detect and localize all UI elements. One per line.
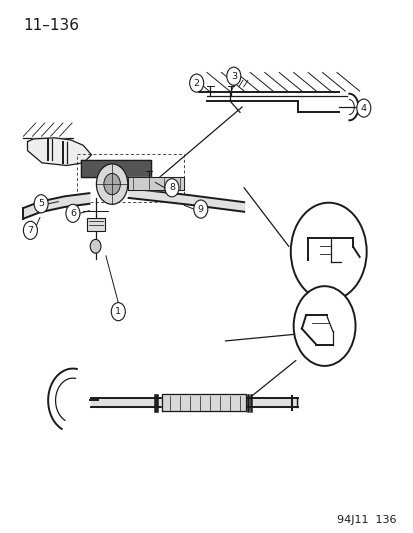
Text: 94J11  136: 94J11 136 <box>337 515 396 525</box>
Circle shape <box>96 164 128 204</box>
Text: 8: 8 <box>169 183 175 192</box>
Text: 11–136: 11–136 <box>23 18 79 33</box>
Text: 6: 6 <box>70 209 76 218</box>
Text: 4: 4 <box>360 103 366 112</box>
Circle shape <box>34 195 48 213</box>
Text: 3: 3 <box>230 71 236 80</box>
Circle shape <box>293 286 355 366</box>
Circle shape <box>226 67 240 85</box>
Circle shape <box>90 239 101 253</box>
Text: 5: 5 <box>38 199 44 208</box>
Text: 9: 9 <box>197 205 203 214</box>
Circle shape <box>66 204 80 222</box>
Circle shape <box>23 221 37 239</box>
Circle shape <box>193 200 207 218</box>
Circle shape <box>164 179 178 197</box>
Polygon shape <box>128 177 184 190</box>
Text: 7: 7 <box>27 226 33 235</box>
Text: 2: 2 <box>193 78 199 87</box>
Circle shape <box>356 99 370 117</box>
Text: 1: 1 <box>115 307 121 316</box>
FancyBboxPatch shape <box>87 218 105 231</box>
Polygon shape <box>27 138 91 165</box>
Circle shape <box>104 173 120 195</box>
Circle shape <box>189 74 203 92</box>
Polygon shape <box>161 394 246 411</box>
Polygon shape <box>81 160 151 177</box>
Circle shape <box>111 303 125 321</box>
Circle shape <box>290 203 366 301</box>
